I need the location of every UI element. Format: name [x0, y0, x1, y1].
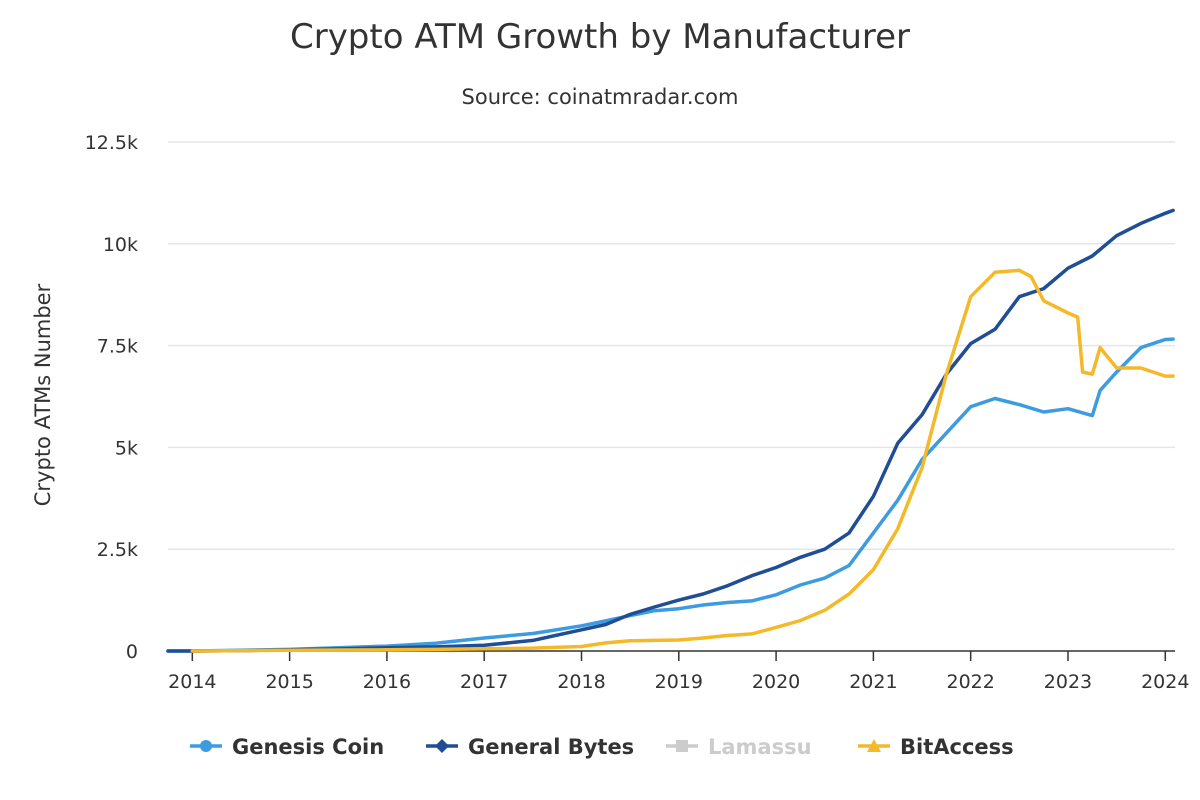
x-tick-label: 2019: [655, 671, 703, 693]
x-tick-label: 2020: [752, 671, 800, 693]
y-tick-label: 7.5k: [97, 336, 138, 358]
series-line-bitaccess[interactable]: [190, 268, 1175, 653]
legend-label: BitAccess: [900, 735, 1014, 759]
legend-item-bitaccess[interactable]: BitAccess: [858, 735, 1014, 759]
x-tick-label: 2017: [460, 671, 508, 693]
legend: Genesis Coin General Bytes Lamassu BitAcces…: [190, 735, 1014, 759]
x-tick-label: 2022: [947, 671, 995, 693]
y-tick-label: 5k: [115, 437, 138, 459]
y-axis-title: Crypto ATMs Number: [31, 283, 55, 506]
circle-marker-icon: [200, 740, 212, 752]
square-marker-icon: [676, 740, 688, 752]
legend-label: Genesis Coin: [232, 735, 384, 759]
gridlines: [168, 141, 1175, 550]
x-tick-label: 2024: [1141, 671, 1189, 693]
x-tick-label: 2018: [557, 671, 605, 693]
diamond-marker-icon: [435, 739, 449, 753]
y-tick-label: 12.5k: [85, 132, 138, 154]
y-tick-label: 10k: [103, 234, 138, 256]
series-line-general-bytes[interactable]: [166, 208, 1175, 653]
x-tick-label: 2021: [849, 671, 897, 693]
x-tick-label: 2014: [168, 671, 216, 693]
legend-item-genesis-coin[interactable]: Genesis Coin: [190, 735, 384, 759]
chart-subtitle: Source: coinatmradar.com: [462, 85, 739, 109]
legend-label: Lamassu: [708, 735, 812, 759]
legend-label: General Bytes: [468, 735, 634, 759]
y-tick-label: 0: [126, 641, 138, 663]
legend-item-general-bytes[interactable]: General Bytes: [426, 735, 634, 759]
series-lines: [166, 208, 1175, 653]
x-tick-label: 2015: [265, 671, 313, 693]
legend-item-lamassu[interactable]: Lamassu: [666, 735, 812, 759]
series-line-genesis-coin[interactable]: [166, 337, 1175, 653]
chart-title: Crypto ATM Growth by Manufacturer: [290, 17, 910, 57]
triangle-marker-icon: [867, 739, 881, 752]
x-axis-ticks: 2014 2015 2016 2017 2018 2019 2020 2021 2022 2023…: [168, 651, 1189, 693]
x-tick-label: 2016: [363, 671, 411, 693]
y-tick-label: 2.5k: [97, 539, 138, 561]
x-tick-label: 2023: [1044, 671, 1092, 693]
y-axis-ticks: 0 2.5k 5k 7.5k 10k 12.5k: [85, 132, 138, 663]
